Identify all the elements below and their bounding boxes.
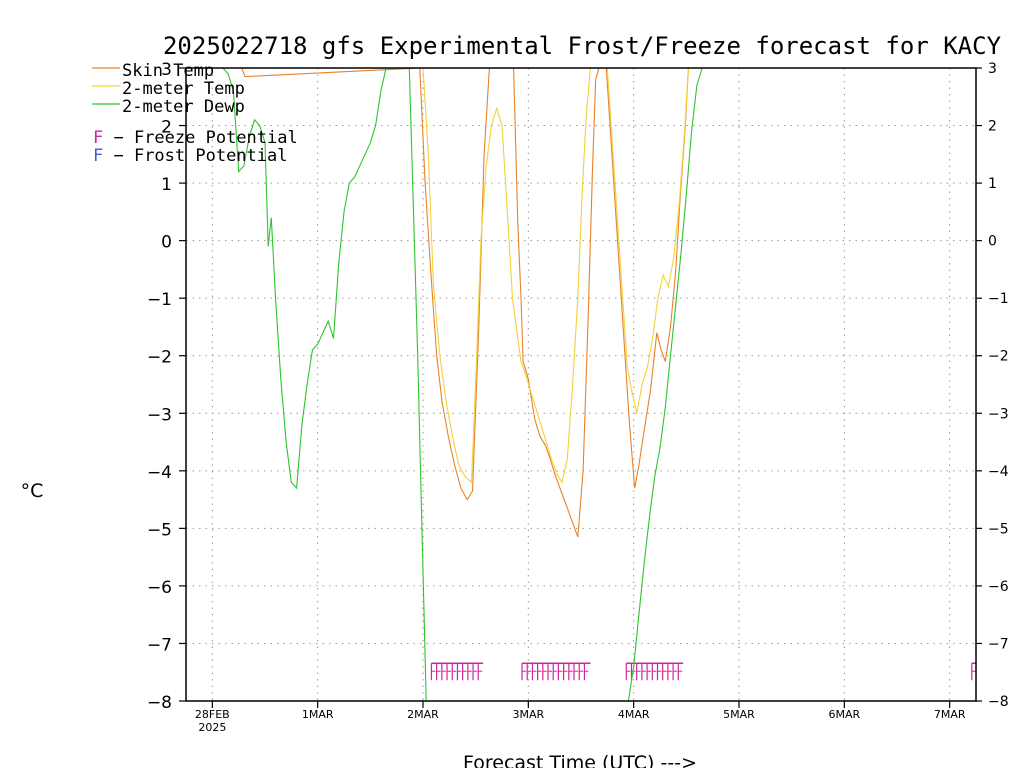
- y-tick-label-right: 0: [988, 234, 997, 250]
- x-tick-label: 7MAR: [934, 708, 966, 721]
- grid-lines: [186, 68, 976, 701]
- legend-frost-entry: F − Frost Potential: [93, 146, 287, 166]
- y-tick-label-right: 2: [988, 119, 997, 135]
- x-axis-label: Forecast Time (UTC) --->: [463, 752, 697, 768]
- legend-frost-text: − Frost Potential: [103, 146, 287, 166]
- y-axis-label: °C: [21, 480, 44, 502]
- freeze-marks: [430, 662, 976, 681]
- series-skin-temp: [241, 68, 689, 538]
- y-tick-label-left: −7: [147, 635, 172, 655]
- y-tick-label-left: 0: [161, 233, 172, 253]
- y-axis-right: −8 −7 −6 −5 −4 −3 −2 −1 0 1 2 3: [976, 61, 1009, 710]
- x-tick-label: 1MAR: [302, 708, 334, 721]
- series-2m-dewp: [186, 68, 703, 701]
- x-tick-label: 4MAR: [618, 708, 650, 721]
- y-tick-label-left: −4: [147, 463, 172, 483]
- y-tick-label-right: −2: [988, 349, 1009, 365]
- x-tick-label: 28FEB: [195, 708, 230, 721]
- y-axis-left: −8 −7 −6 −5 −4 −3 −2 −1 0 1 2 3: [147, 60, 186, 713]
- y-tick-label-right: −3: [988, 406, 1009, 422]
- chart-title: 2025022718 gfs Experimental Frost/Freeze…: [163, 32, 1002, 60]
- legend-frost-symbol: F: [93, 146, 103, 166]
- x-tick-label: 2MAR: [407, 708, 439, 721]
- y-tick-label-right: −1: [988, 291, 1009, 307]
- y-tick-label-right: −6: [988, 579, 1009, 595]
- legend: Skin Temp 2-meter Temp 2-meter Dewp F − …: [92, 61, 298, 166]
- plot-frame: [185, 67, 977, 702]
- series-2m-temp: [422, 68, 689, 484]
- y-tick-label-right: 1: [988, 176, 997, 192]
- legend-label-2m-temp: 2-meter Temp: [122, 79, 245, 99]
- y-tick-label-left: −3: [147, 405, 172, 425]
- x-tick-sublabel: 2025: [198, 721, 226, 734]
- x-tick-label: 5MAR: [723, 708, 755, 721]
- x-tick-label: 6MAR: [828, 708, 860, 721]
- y-tick-label-right: 3: [988, 61, 997, 77]
- legend-freeze-text: − Freeze Potential: [103, 128, 297, 148]
- legend-freeze-symbol: F: [93, 128, 103, 148]
- y-tick-label-left: 3: [161, 60, 172, 80]
- y-tick-label-right: −4: [988, 464, 1009, 480]
- y-tick-label-left: −2: [147, 348, 172, 368]
- y-tick-label-left: −8: [147, 693, 172, 713]
- y-tick-label-right: −8: [988, 694, 1009, 710]
- y-tick-label-left: −1: [147, 290, 172, 310]
- legend-label-2m-dewp: 2-meter Dewp: [122, 97, 245, 117]
- y-tick-label-left: 2: [161, 118, 172, 138]
- legend-freeze-entry: F − Freeze Potential: [93, 128, 298, 148]
- x-tick-label: 3MAR: [512, 708, 544, 721]
- y-tick-label-right: −7: [988, 636, 1009, 652]
- series-lines: [186, 68, 703, 701]
- y-tick-label-left: −5: [147, 520, 172, 540]
- legend-label-skin-temp: Skin Temp: [122, 61, 214, 81]
- y-tick-label-right: −5: [988, 521, 1009, 537]
- y-tick-label-left: 1: [161, 175, 172, 195]
- y-tick-label-left: −6: [147, 578, 172, 598]
